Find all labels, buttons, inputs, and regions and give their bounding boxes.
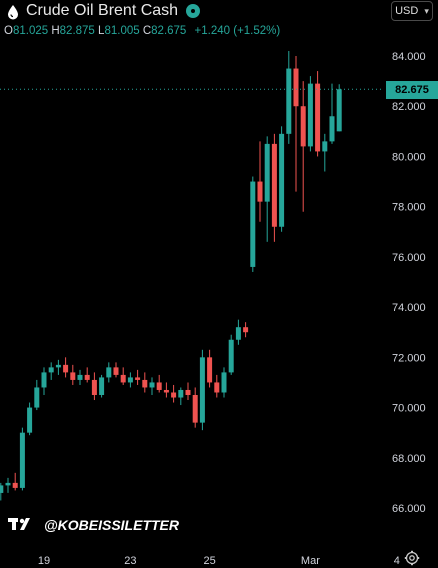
candle-body bbox=[5, 482, 11, 486]
y-tick-label: 76.000 bbox=[392, 252, 426, 264]
candle-body bbox=[250, 181, 256, 267]
candle-body bbox=[77, 374, 83, 380]
candle-body bbox=[135, 377, 141, 380]
candle-body bbox=[120, 374, 126, 383]
candle-body bbox=[99, 377, 105, 395]
candle-body bbox=[199, 357, 205, 423]
candle-body bbox=[156, 382, 162, 390]
tradingview-logo-icon bbox=[8, 518, 30, 530]
candle-body bbox=[329, 116, 335, 142]
y-tick-label: 72.000 bbox=[392, 352, 426, 364]
high-value: 82.875 bbox=[59, 25, 95, 37]
market-status-icon bbox=[186, 4, 200, 18]
candle-body bbox=[55, 364, 61, 368]
candle-body bbox=[235, 327, 241, 340]
chevron-down-icon: ▾ bbox=[424, 5, 429, 16]
candle-body bbox=[127, 377, 133, 383]
candle-body bbox=[192, 395, 198, 423]
y-tick-label: 74.000 bbox=[392, 302, 426, 314]
x-tick-label: 23 bbox=[124, 555, 136, 567]
candle-body bbox=[48, 367, 54, 373]
candle-body bbox=[315, 83, 321, 152]
ohlc-legend: O81.025 H82.875 L81.005 C82.675 +1.240 (… bbox=[4, 25, 280, 37]
candle-body bbox=[300, 106, 306, 147]
candle-body bbox=[293, 68, 299, 107]
x-tick-label: Mar bbox=[301, 555, 320, 567]
candle-body bbox=[142, 379, 148, 388]
candle-body bbox=[41, 372, 47, 388]
candle-body bbox=[271, 143, 277, 227]
candle-body bbox=[243, 327, 249, 333]
high-label: H bbox=[51, 25, 60, 37]
x-tick-label: 25 bbox=[203, 555, 215, 567]
candle-body bbox=[286, 68, 292, 134]
currency-label: USD bbox=[395, 5, 419, 17]
change-value: +1.240 (+1.52%) bbox=[194, 25, 281, 37]
y-tick-label: 84.000 bbox=[392, 51, 426, 63]
y-tick-label: 68.000 bbox=[392, 453, 426, 465]
candle-body bbox=[19, 432, 25, 488]
low-value: 81.005 bbox=[104, 25, 140, 37]
oil-drop-icon bbox=[8, 5, 18, 20]
low-label: L bbox=[98, 25, 105, 37]
open-value: 81.025 bbox=[12, 25, 49, 37]
y-tick-label: 70.000 bbox=[392, 403, 426, 415]
candle-body bbox=[113, 367, 119, 375]
candle-body bbox=[228, 339, 234, 373]
watermark: @KOBEISSILETTER bbox=[8, 516, 179, 534]
candle-body bbox=[336, 89, 342, 132]
open-label: O bbox=[4, 25, 13, 37]
y-tick-label: 66.000 bbox=[392, 503, 426, 515]
candle-body bbox=[221, 372, 227, 393]
gear-icon[interactable] bbox=[404, 550, 420, 566]
watermark-handle: @KOBEISSILETTER bbox=[44, 517, 179, 533]
close-value: 82.675 bbox=[151, 25, 187, 37]
candle-body bbox=[279, 133, 285, 227]
close-label: C bbox=[142, 25, 152, 37]
candle-body bbox=[63, 364, 69, 373]
candle-body bbox=[322, 141, 328, 152]
candle-body bbox=[70, 372, 76, 380]
candle-body bbox=[171, 392, 177, 398]
candle-body bbox=[84, 374, 90, 380]
last-price-tag: 82.675 bbox=[386, 81, 438, 99]
currency-selector[interactable]: USD ▾ bbox=[391, 1, 433, 21]
x-tick-label: 4 bbox=[394, 555, 400, 567]
candle-body bbox=[0, 485, 4, 493]
candle-body bbox=[307, 83, 313, 147]
y-tick-label: 80.000 bbox=[392, 151, 426, 163]
candle-body bbox=[257, 181, 263, 202]
symbol-title[interactable]: Crude Oil Brent Cash bbox=[26, 2, 179, 19]
candle-body bbox=[27, 407, 33, 433]
candle-body bbox=[149, 382, 155, 388]
y-tick-label: 78.000 bbox=[392, 202, 426, 214]
candle-body bbox=[91, 379, 97, 395]
y-tick-label: 82.000 bbox=[392, 101, 426, 113]
candle-body bbox=[207, 357, 213, 383]
candle-body bbox=[185, 389, 191, 395]
candle-body bbox=[34, 387, 40, 408]
candle-body bbox=[12, 482, 18, 488]
candle-body bbox=[214, 382, 220, 393]
x-tick-label: 19 bbox=[38, 555, 50, 567]
candle-body bbox=[264, 143, 270, 202]
candle-body bbox=[178, 389, 184, 398]
chart-header: Crude Oil Brent Cash USD ▾ O81.025 H82.8… bbox=[0, 0, 438, 44]
candle-body bbox=[106, 367, 112, 378]
candle-body bbox=[163, 389, 169, 393]
